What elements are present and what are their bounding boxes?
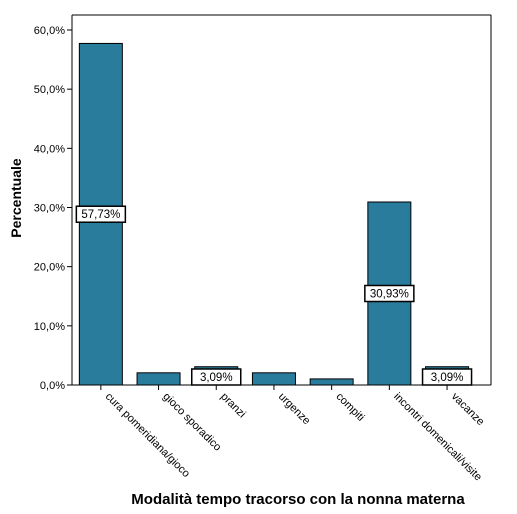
- y-tick-label: 30,0%: [34, 203, 65, 215]
- y-tick-label: 10,0%: [34, 321, 65, 333]
- data-labels: 57,73% 3,09% 30,93% 3,09%: [75, 205, 473, 386]
- x-tick-label: vacanze: [449, 391, 486, 428]
- bar: [309, 378, 354, 386]
- bars: [78, 42, 470, 386]
- data-label-text: 3,09%: [431, 372, 464, 384]
- data-label-box: [364, 284, 415, 303]
- y-tick-label: 0,0%: [40, 380, 65, 392]
- y-tick-label: 40,0%: [34, 143, 65, 155]
- y-tick-label: 50,0%: [34, 84, 65, 96]
- data-label-box: [191, 368, 242, 386]
- data-label: 3,09%: [421, 368, 473, 386]
- y-axis-title: Percentuale: [8, 158, 24, 238]
- x-axis-title: Modalità tempo tracorso con la nonna mat…: [131, 491, 465, 508]
- data-label: 3,09%: [191, 368, 242, 386]
- data-label-text: 30,93%: [370, 288, 409, 300]
- x-tick-label: pranzi: [218, 391, 248, 421]
- data-label: 30,93%: [364, 284, 415, 303]
- data-label-text: 3,09%: [200, 372, 233, 384]
- x-tick-label: gioco sporadico: [160, 391, 223, 454]
- y-axis: 0,0% 10,0% 20,0% 30,0% 40,0% 50,0% 60,0%: [34, 14, 492, 392]
- y-tick-label: 60,0%: [34, 25, 65, 37]
- bar: [251, 372, 296, 386]
- data-label: 57,73%: [75, 205, 127, 223]
- x-tick-label: compiti: [334, 391, 367, 424]
- bar: [136, 372, 181, 386]
- data-label-box: [75, 205, 127, 223]
- data-label-text: 57,73%: [81, 209, 120, 221]
- y-tick-label: 20,0%: [34, 262, 65, 274]
- x-tick-label: urgenze: [276, 391, 313, 428]
- data-label-box: [421, 368, 473, 386]
